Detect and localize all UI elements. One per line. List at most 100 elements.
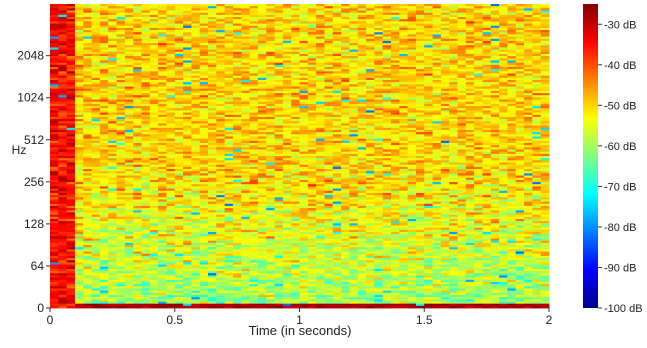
heatmap-cell xyxy=(58,240,68,244)
heatmap-cell xyxy=(307,212,317,216)
heatmap-cell xyxy=(116,99,126,103)
heatmap-cell xyxy=(332,247,342,250)
heatmap-cell xyxy=(216,197,226,200)
heatmap-cell xyxy=(158,264,167,268)
heatmap-cell xyxy=(274,51,284,55)
heatmap-cell xyxy=(257,80,267,83)
heatmap-cell xyxy=(141,249,151,252)
heatmap-cell xyxy=(332,179,342,183)
heatmap-cell xyxy=(116,210,126,213)
heatmap-cell xyxy=(74,179,84,183)
heatmap-cell xyxy=(208,199,217,202)
heatmap-cell xyxy=(149,97,159,100)
heatmap-cell xyxy=(66,288,76,292)
heatmap-cell xyxy=(316,49,325,53)
heatmap-cell xyxy=(291,266,300,270)
heatmap-cell xyxy=(216,145,226,148)
heatmap-cell xyxy=(341,208,350,211)
heatmap-cell xyxy=(316,138,325,142)
heatmap-cell xyxy=(116,90,126,94)
heatmap-cell xyxy=(166,223,176,226)
heatmap-cell xyxy=(133,175,142,179)
heatmap-cell xyxy=(232,216,242,220)
heatmap-cell xyxy=(50,66,59,70)
heatmap-cell xyxy=(266,279,275,283)
heatmap-cell xyxy=(341,30,350,33)
heatmap-cell xyxy=(316,186,325,189)
heatmap-cell xyxy=(291,251,300,255)
heatmap-cell xyxy=(199,125,209,129)
heatmap-cell xyxy=(116,242,126,246)
heatmap-cell xyxy=(191,47,201,50)
heatmap-cell xyxy=(124,12,134,16)
heatmap-cell xyxy=(332,119,342,122)
heatmap-cell xyxy=(332,6,342,9)
heatmap-cell xyxy=(116,266,126,270)
heatmap-cell xyxy=(282,229,292,233)
heatmap-cell xyxy=(166,36,176,40)
heatmap-cell xyxy=(174,251,184,255)
heatmap-cell xyxy=(257,38,267,42)
heatmap-cell xyxy=(149,125,159,129)
heatmap-cell xyxy=(291,73,300,77)
heatmap-cell xyxy=(299,184,309,187)
heatmap-cell xyxy=(191,110,201,113)
heatmap-cell xyxy=(224,173,234,176)
heatmap-cell xyxy=(149,75,159,79)
heatmap-cell xyxy=(199,162,209,166)
heatmap-cell xyxy=(141,262,151,265)
heatmap-cell xyxy=(216,134,226,137)
heatmap-cell xyxy=(116,212,126,216)
heatmap-cell xyxy=(141,184,151,187)
heatmap-cell xyxy=(249,27,259,31)
heatmap-cell xyxy=(266,75,275,79)
heatmap-cell xyxy=(208,156,217,159)
heatmap-cell xyxy=(208,149,217,153)
heatmap-cell xyxy=(58,286,68,289)
heatmap-cell xyxy=(341,82,350,85)
heatmap-cell xyxy=(183,140,192,144)
heatmap-cell xyxy=(166,253,176,257)
heatmap-cell xyxy=(199,127,209,131)
heatmap-cell xyxy=(199,260,209,263)
heatmap-cell xyxy=(58,80,68,83)
heatmap-cell xyxy=(257,125,267,129)
heatmap-cell xyxy=(274,14,284,18)
heatmap-cell xyxy=(108,40,117,44)
heatmap-cell xyxy=(83,192,92,196)
heatmap-cell xyxy=(50,69,59,72)
heatmap-cell xyxy=(232,95,242,98)
heatmap-cell xyxy=(91,156,101,159)
heatmap-cell xyxy=(191,205,201,209)
heatmap-cell xyxy=(307,56,317,59)
heatmap-cell xyxy=(91,271,101,274)
heatmap-cell xyxy=(174,64,184,68)
heatmap-cell xyxy=(282,242,292,246)
heatmap-cell xyxy=(266,203,275,207)
heatmap-cell xyxy=(199,221,209,224)
heatmap-cell xyxy=(199,225,209,229)
heatmap-cell xyxy=(224,97,234,100)
heatmap-cell xyxy=(232,281,242,285)
heatmap-cell xyxy=(74,184,84,187)
heatmap-cell xyxy=(124,43,134,46)
heatmap-cell xyxy=(307,53,317,57)
heatmap-cell xyxy=(341,25,350,29)
heatmap-cell xyxy=(124,25,134,29)
heatmap-cell xyxy=(232,192,242,196)
heatmap-cell xyxy=(50,292,59,296)
heatmap-cell xyxy=(224,4,234,7)
heatmap-cell xyxy=(324,62,334,66)
heatmap-cell xyxy=(83,232,92,235)
heatmap-cell xyxy=(316,301,325,305)
heatmap-cell xyxy=(299,77,309,81)
heatmap-cell xyxy=(141,36,151,40)
heatmap-cell xyxy=(166,80,176,83)
heatmap-cell xyxy=(108,110,117,113)
heatmap-cell xyxy=(216,103,226,107)
heatmap-cell xyxy=(216,305,226,309)
heatmap-cell xyxy=(83,142,92,146)
heatmap-cell xyxy=(74,169,84,172)
heatmap-cell xyxy=(299,134,309,137)
heatmap-cell xyxy=(58,225,68,229)
